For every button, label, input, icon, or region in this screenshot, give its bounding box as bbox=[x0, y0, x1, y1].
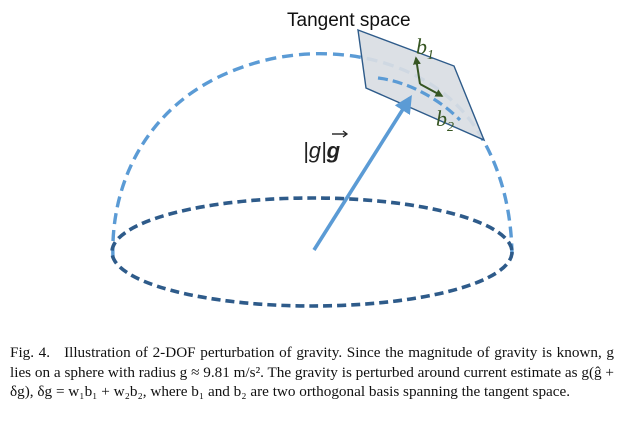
sphere-arc-over-plane bbox=[377, 76, 462, 122]
sphere-arc bbox=[111, 52, 514, 259]
gravity-perturbation-diagram: Tangent space b1 b2 |g|g bbox=[110, 10, 514, 308]
b2-label-subscript: 2 bbox=[447, 120, 454, 135]
vector-over-arrow-head bbox=[342, 130, 349, 138]
figure-caption: Fig. 4. Illustration of 2-DOF perturbatio… bbox=[10, 343, 614, 402]
svg-text:|g|g: |g|g bbox=[303, 138, 341, 163]
b2-label-main: b bbox=[436, 106, 447, 131]
vector-magnitude-label: |g|g bbox=[303, 130, 349, 163]
caption-label: Fig. 4. bbox=[10, 344, 51, 361]
base-ellipse bbox=[110, 196, 514, 308]
b1-label: b1 bbox=[416, 34, 434, 63]
b1-label-subscript: 1 bbox=[427, 48, 434, 63]
gravity-vector-arrow bbox=[312, 94, 412, 251]
b1-label-main: b bbox=[416, 34, 427, 59]
b2-label: b2 bbox=[436, 106, 454, 135]
caption-text: Illustration of 2-DOF perturbation of gr… bbox=[10, 344, 614, 401]
vector-label-symbol: g bbox=[326, 138, 341, 163]
basis-b2-arrow bbox=[419, 83, 444, 97]
tangent-space-label: Tangent space bbox=[287, 10, 411, 31]
basis-b1-arrow bbox=[413, 56, 421, 85]
vector-label-prefix: |g| bbox=[303, 138, 327, 163]
